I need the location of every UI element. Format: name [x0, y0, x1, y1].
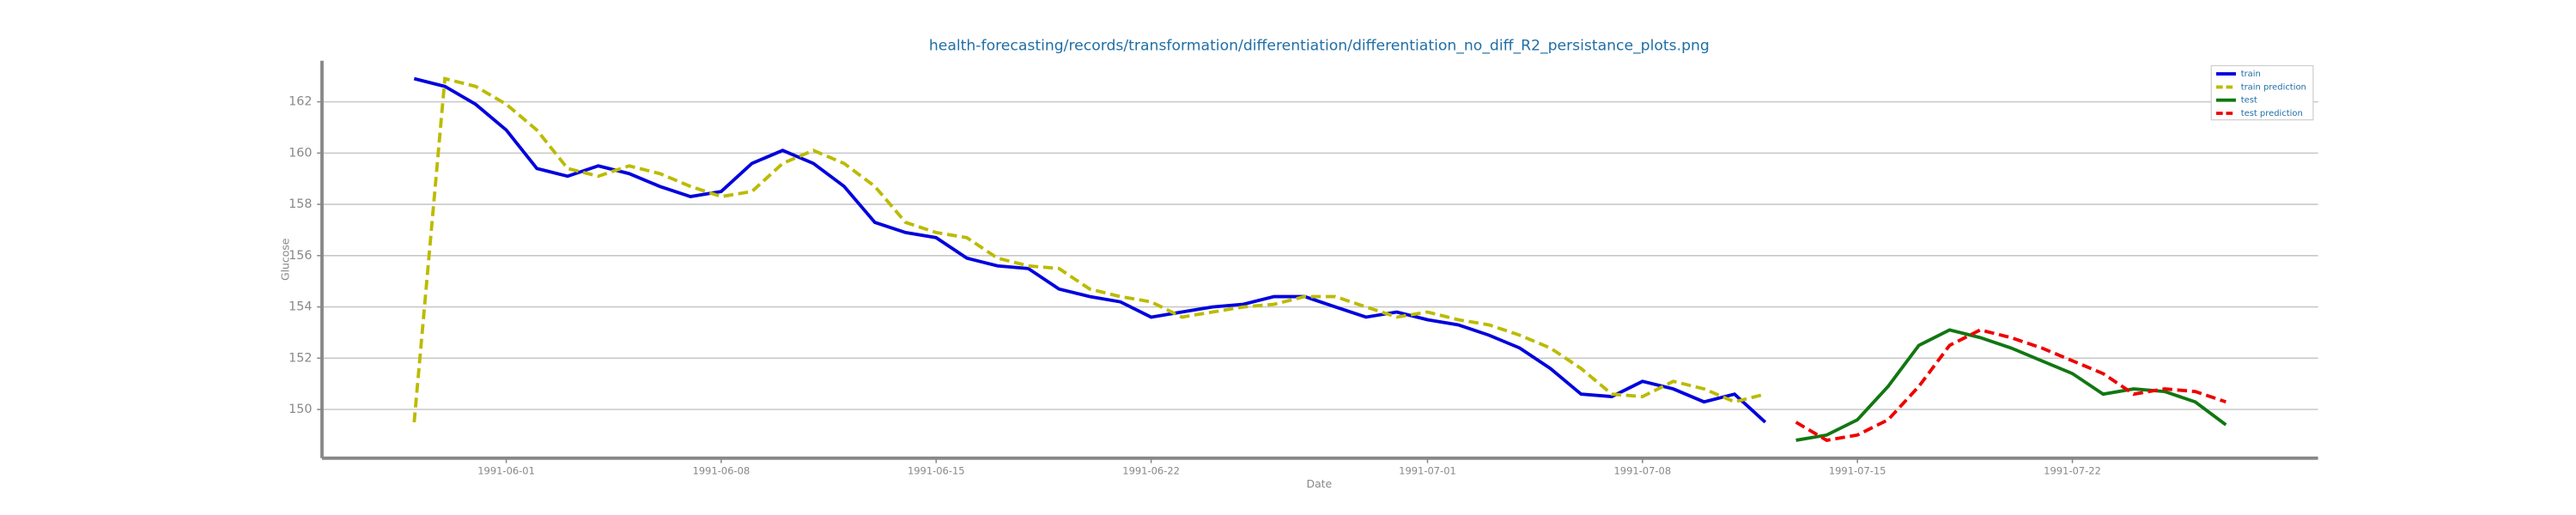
x-axis-label: Date — [1307, 477, 1333, 490]
x-tick-label: 1991-06-01 — [477, 465, 535, 477]
legend: train train prediction test test prediction — [2210, 64, 2314, 121]
y-tick-label: 154 — [289, 300, 312, 314]
series-line — [412, 76, 1766, 423]
series-line — [413, 76, 1767, 424]
x-tick-label: 1991-07-08 — [1613, 465, 1671, 477]
y-tick-label: 156 — [289, 249, 312, 263]
series-line — [1795, 328, 2227, 442]
x-tick-label: 1991-06-15 — [908, 465, 965, 477]
legend-label: test — [2241, 96, 2257, 106]
x-tick-label: 1991-07-15 — [1829, 465, 1886, 477]
y-tick-label: 158 — [289, 197, 312, 211]
legend-label: train — [2241, 70, 2261, 79]
x-tick-label: 1991-06-08 — [693, 465, 750, 477]
x-tick-label: 1991-06-22 — [1122, 465, 1180, 477]
y-tick-label: 160 — [289, 146, 312, 160]
y-tick-label: 162 — [289, 95, 312, 109]
y-tick-label: 152 — [289, 351, 312, 365]
x-tick-label: 1991-07-22 — [2044, 465, 2101, 477]
legend-label: train prediction — [2241, 82, 2306, 92]
x-tick-label: 1991-07-01 — [1399, 465, 1456, 477]
y-axis-label: Glucose — [278, 239, 291, 282]
series-line — [1795, 328, 2227, 442]
y-tick-label: 150 — [289, 403, 312, 416]
chart-title: health-forecasting/records/transformatio… — [929, 38, 1710, 55]
legend-label: test prediction — [2241, 109, 2303, 118]
